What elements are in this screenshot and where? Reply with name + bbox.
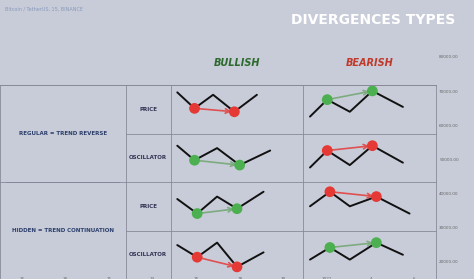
Point	[323, 148, 331, 153]
Text: OSCILLATOR: OSCILLATOR	[129, 252, 167, 257]
Text: 18: 18	[63, 277, 68, 279]
Text: PRICE: PRICE	[139, 107, 157, 112]
Text: BULLISH: BULLISH	[214, 58, 260, 68]
Point	[193, 211, 201, 216]
Text: OSCILLATOR: OSCILLATOR	[129, 155, 167, 160]
Point	[326, 189, 334, 194]
Text: 23: 23	[150, 277, 155, 279]
Text: BEARISH: BEARISH	[346, 58, 393, 68]
Text: 6: 6	[413, 277, 416, 279]
Point	[373, 240, 380, 245]
Text: 28: 28	[237, 277, 243, 279]
Text: 30000.00: 30000.00	[439, 226, 459, 230]
Text: 20000.00: 20000.00	[439, 260, 459, 264]
Text: 50000.00: 50000.00	[439, 158, 459, 162]
Point	[236, 163, 244, 167]
Text: 80000.00: 80000.00	[439, 56, 459, 59]
Point	[233, 206, 241, 211]
Text: 25: 25	[193, 277, 199, 279]
Text: 60000.00: 60000.00	[439, 124, 459, 128]
Point	[191, 158, 198, 162]
Text: HIDDEN = TREND CONTINUATION: HIDDEN = TREND CONTINUATION	[12, 228, 114, 233]
Text: DIVERGENCES TYPES: DIVERGENCES TYPES	[291, 13, 455, 27]
Point	[369, 89, 376, 93]
Text: 16: 16	[19, 277, 24, 279]
Point	[233, 265, 241, 269]
Point	[326, 245, 334, 250]
Point	[369, 143, 376, 148]
Text: REGULAR = TREND REVERSE: REGULAR = TREND REVERSE	[19, 131, 107, 136]
Text: PRICE: PRICE	[139, 204, 157, 209]
Point	[191, 106, 198, 110]
Text: 30: 30	[281, 277, 286, 279]
Text: 40000.00: 40000.00	[439, 192, 459, 196]
Point	[323, 97, 331, 102]
Point	[373, 194, 380, 199]
Text: 21: 21	[107, 277, 111, 279]
Point	[193, 255, 201, 259]
Text: Bitcoin / TetherUS, 15, BINANCE: Bitcoin / TetherUS, 15, BINANCE	[5, 6, 83, 11]
Text: 2021: 2021	[322, 277, 332, 279]
Text: 4: 4	[369, 277, 372, 279]
Point	[230, 110, 238, 114]
Text: 70000.00: 70000.00	[439, 90, 459, 93]
